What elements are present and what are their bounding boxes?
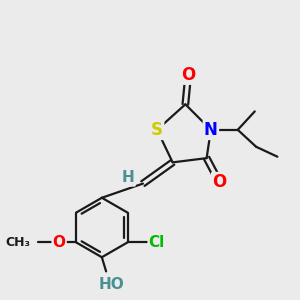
Text: HO: HO [99, 278, 124, 292]
Text: H: H [122, 170, 135, 185]
Text: Cl: Cl [148, 235, 165, 250]
Text: N: N [204, 121, 218, 139]
Text: CH₃: CH₃ [5, 236, 30, 249]
Text: O: O [52, 235, 66, 250]
Text: S: S [151, 121, 163, 139]
Text: O: O [212, 173, 226, 191]
Text: O: O [181, 66, 195, 84]
